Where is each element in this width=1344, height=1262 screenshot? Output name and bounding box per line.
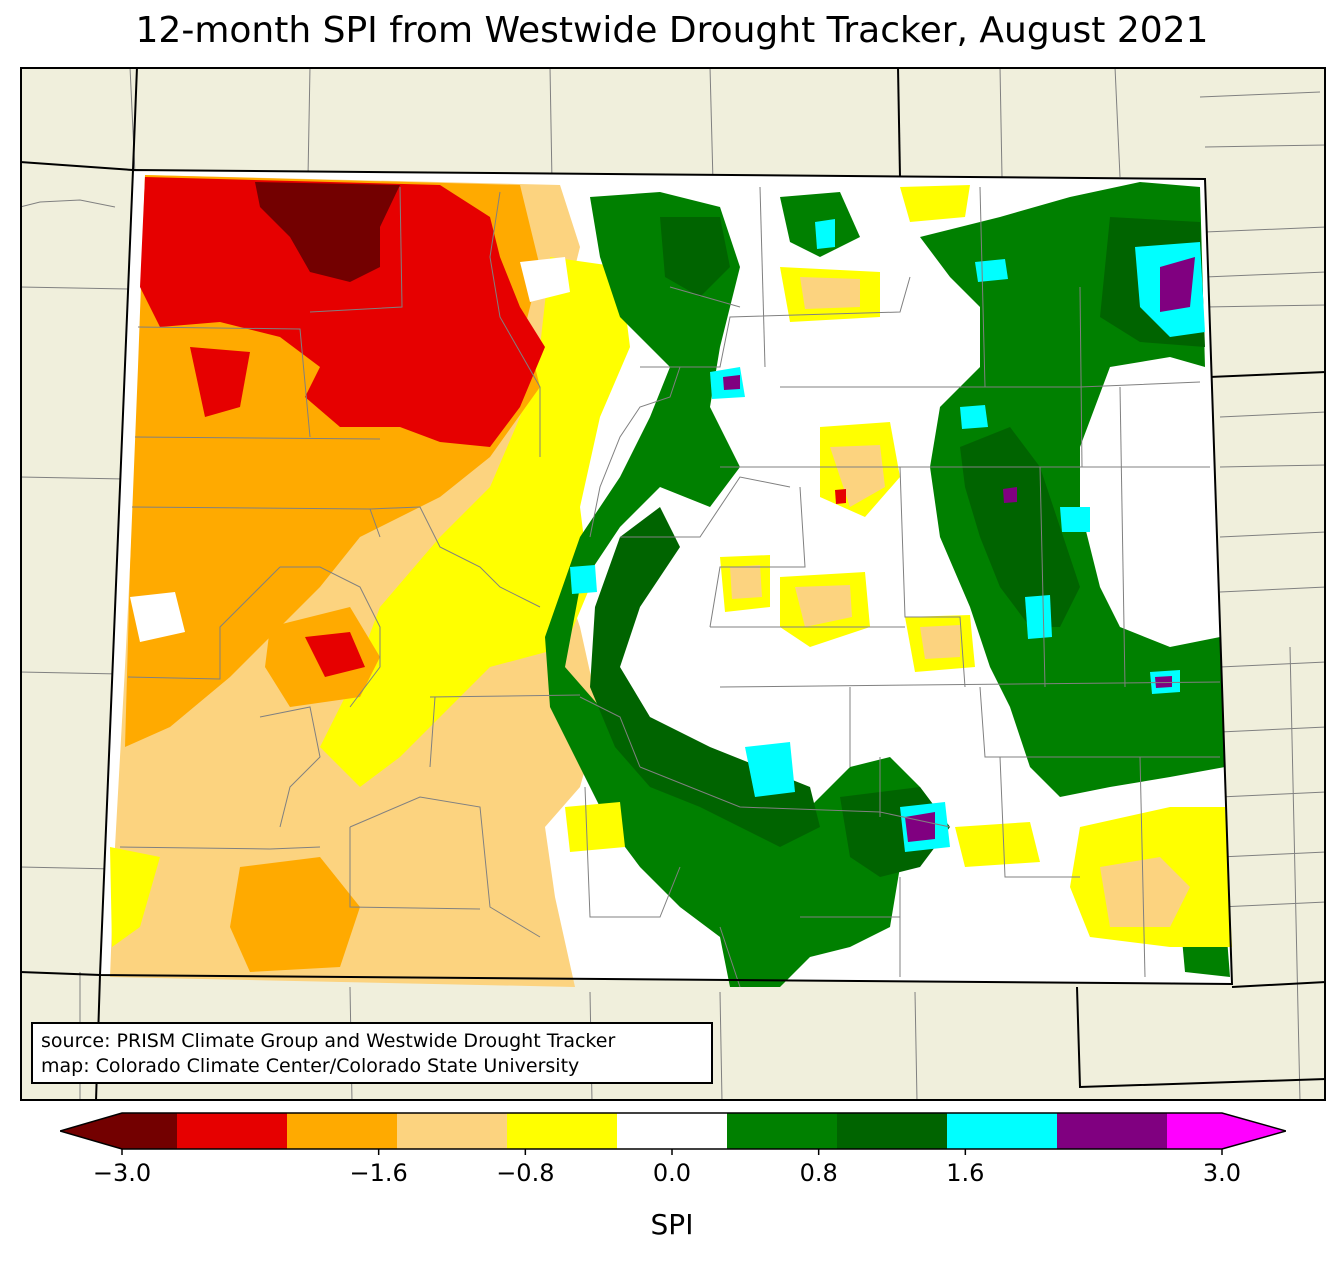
colorbar-bin — [1222, 1113, 1286, 1149]
colorbar-bin — [617, 1113, 728, 1149]
spi-region-800080-a — [1160, 257, 1195, 312]
spi-region-fcd37f-east-g — [730, 565, 762, 599]
spi-region-fcd37f-east-c — [795, 585, 852, 627]
spi-region-ffff00 — [320, 257, 630, 787]
colorbar-bin — [122, 1113, 178, 1149]
colorbar-tick-label: 0.0 — [653, 1159, 691, 1187]
spi-region-00ffff-d — [815, 219, 835, 249]
spi-region-00ffff-e — [960, 405, 988, 429]
spi-region-fcd37f-east-b — [830, 445, 885, 507]
spi-region-e60000 — [140, 177, 545, 447]
spi-region-800080-b — [905, 812, 935, 842]
spi-region-800080-c — [723, 375, 740, 390]
colorbar-tick-label: −0.8 — [496, 1159, 554, 1187]
colorbar-bin — [727, 1113, 838, 1149]
colorbar-bin — [507, 1113, 618, 1149]
spi-region-00ffff-b — [745, 742, 795, 797]
neighbor-county-lines — [20, 67, 1326, 1101]
colorbar-tick-label: −1.6 — [350, 1159, 408, 1187]
spi-region-00ffff-f — [1025, 595, 1052, 639]
spi-region-800080-d — [1003, 487, 1017, 503]
colorbar-bin — [1057, 1113, 1168, 1149]
spi-shading — [110, 175, 1232, 987]
spi-region-fcd37f-east-d — [920, 625, 960, 659]
spi-region-e60000-b — [190, 347, 250, 417]
colorbar-ticks: −3.0 −1.6 −0.8 0.0 0.8 1.6 3.0 — [93, 1149, 1241, 1187]
spi-region-008000 — [545, 192, 950, 987]
colorbar-tick-label: −3.0 — [93, 1159, 151, 1187]
colorbar-label: SPI — [651, 1208, 694, 1241]
spi-region-006400 — [590, 507, 820, 847]
spi-region-00ffff-j — [1060, 507, 1090, 532]
colorbar-bin — [947, 1113, 1058, 1149]
credit-source: source: PRISM Climate Group and Westwide… — [41, 1030, 616, 1052]
spi-region-e60000-east — [835, 489, 846, 504]
spi-region-006400-b — [960, 427, 1080, 627]
map-frame-border — [20, 67, 1326, 1101]
spi-map — [20, 67, 1326, 1101]
spi-region-e60000-c — [305, 632, 365, 677]
colorado-boundary — [98, 168, 1234, 986]
colorbar-bins — [60, 1112, 1286, 1150]
credits-box: source: PRISM Climate Group and Westwide… — [31, 1022, 713, 1084]
spi-region-ffff00-b — [110, 847, 160, 947]
spi-region-ffff00-east-f — [955, 822, 1040, 867]
colorbar-tick-label: 1.6 — [946, 1159, 984, 1187]
colorbar-bin — [177, 1113, 288, 1149]
spi-region-ffff00-east-a — [900, 185, 970, 222]
colorbar-bin — [60, 1113, 122, 1149]
spi-region-730000 — [255, 182, 400, 282]
credit-map: map: Colorado Climate Center/Colorado St… — [41, 1055, 580, 1077]
spi-colorbar: −3.0 −1.6 −0.8 0.0 0.8 1.6 3.0 SPI — [60, 1112, 1286, 1241]
spi-region-fcd37f-east-e — [1100, 857, 1190, 927]
spi-region-ffff00-east-h — [565, 802, 625, 852]
colorado-county-lines — [119, 186, 1221, 988]
map-title: 12-month SPI from Westwide Drought Track… — [135, 10, 1209, 51]
spi-region-00ffff-c — [975, 259, 1008, 282]
spi-region-ffaa00-b — [230, 857, 360, 972]
colorbar-tick-label: 3.0 — [1203, 1159, 1241, 1187]
colorbar-tick-label: 0.8 — [800, 1159, 838, 1187]
spi-region-800080-e — [1155, 676, 1172, 688]
spi-region-white-a — [130, 592, 185, 642]
colorbar-bin — [287, 1113, 398, 1149]
spi-region-white-b — [520, 257, 570, 302]
colorbar-bin — [1167, 1113, 1223, 1149]
spi-region-00ffff-i — [570, 565, 597, 594]
spi-region-fcd37f-east-i — [800, 277, 860, 309]
colorbar-bin — [397, 1113, 508, 1149]
spi-region-006400-d — [660, 217, 730, 297]
colorbar-bin — [837, 1113, 948, 1149]
